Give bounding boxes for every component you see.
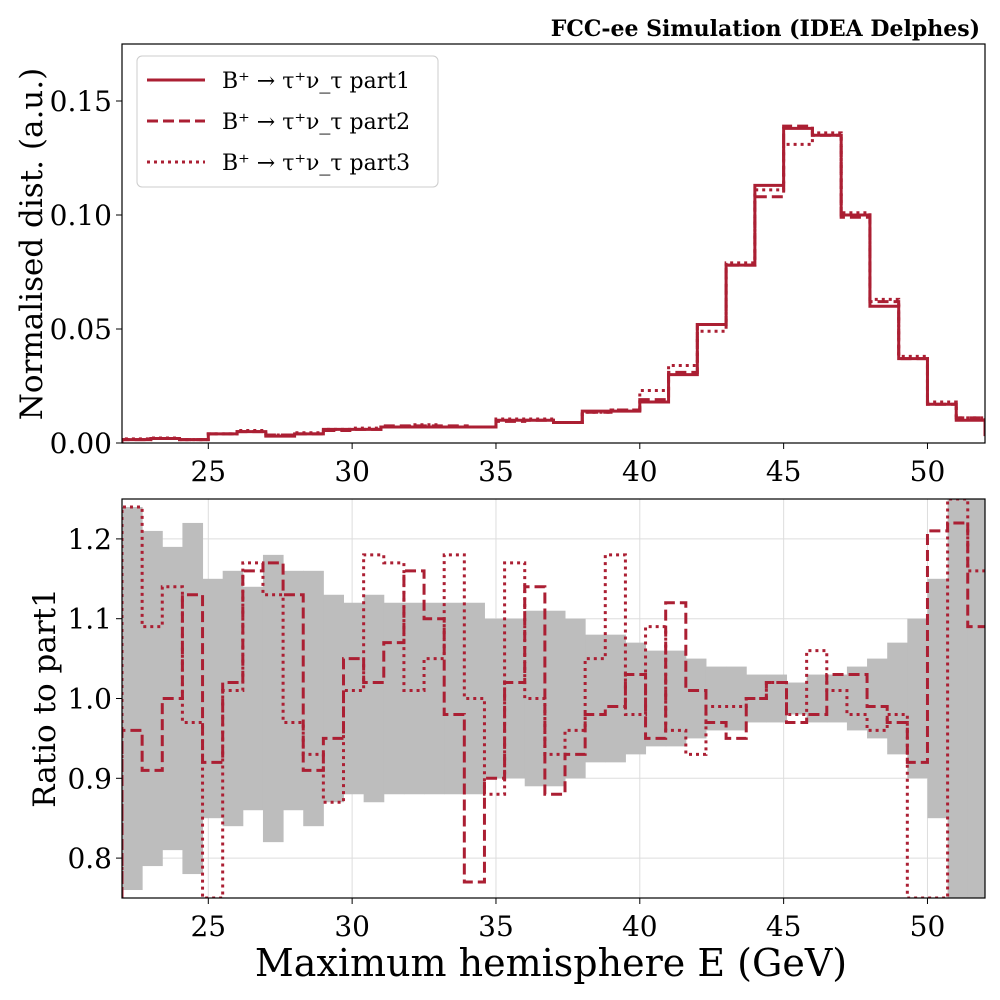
band-bin — [283, 570, 304, 811]
top-y-axis: 0.00 0.05 0.10 0.15 — [50, 85, 122, 460]
band-bin — [544, 610, 566, 787]
bottom-panel: 25 30 35 40 45 50 0.8 0.9 1.0 1.1 1.2 Ratio to pa… — [27, 498, 986, 985]
band-bin — [403, 602, 425, 795]
y-tick-label: 1.0 — [67, 683, 112, 716]
y-tick-label: 0.8 — [67, 842, 112, 875]
x-tick-label: 40 — [622, 455, 658, 488]
series-dotted-step-line — [122, 499, 985, 898]
y-tick-label: 0.05 — [50, 313, 112, 346]
band-bin — [665, 650, 687, 747]
x-tick-label: 45 — [766, 455, 802, 488]
band-bin — [826, 674, 848, 723]
legend: B⁺ → τ⁺ν_τ part1 B⁺ → τ⁺ν_τ part2 B⁺ → τ… — [136, 55, 439, 188]
legend-label-part2: B⁺ → τ⁺ν_τ part2 — [222, 110, 410, 135]
band-bin — [484, 618, 506, 779]
top-plot-series — [122, 124, 985, 443]
band-bin — [947, 499, 969, 898]
band-bin — [585, 634, 606, 763]
band-bin — [303, 570, 324, 827]
bottom-x-axis: 25 30 35 40 45 50 — [190, 898, 945, 943]
x-tick-label: 35 — [478, 910, 514, 943]
top-plot-frame — [121, 43, 986, 444]
band-bin — [565, 618, 586, 779]
legend-label-part3: B⁺ → τ⁺ν_τ part3 — [222, 151, 410, 176]
x-tick-label: 35 — [478, 455, 514, 488]
x-tick-label: 50 — [910, 455, 946, 488]
figure-header: FCC-ee Simulation (IDEA Delphes) — [551, 16, 980, 42]
y-tick-label: 0.10 — [50, 199, 112, 232]
top-y-axis-label: Normalised dist. (a.u.) — [14, 68, 50, 420]
bottom-uncertainty-band — [122, 499, 986, 898]
x-tick-label: 25 — [190, 455, 226, 488]
x-tick-label: 50 — [910, 910, 946, 943]
band-bin — [504, 618, 526, 779]
band-bin — [524, 610, 546, 787]
band-bin — [685, 658, 707, 739]
y-tick-label: 0.9 — [67, 762, 112, 795]
band-bin — [746, 674, 767, 723]
band-bin — [927, 578, 949, 819]
y-tick-label: 0.00 — [50, 427, 112, 460]
x-tick-label: 45 — [766, 910, 802, 943]
band-bin — [202, 578, 224, 819]
band-bin — [967, 499, 986, 898]
band-bin — [907, 618, 928, 779]
band-bin — [323, 594, 345, 803]
x-tick-label: 25 — [190, 910, 226, 943]
band-bin — [645, 650, 667, 747]
legend-box — [136, 55, 439, 188]
band-bin — [424, 602, 445, 795]
bottom-y-axis-label: Ratio to part1 — [27, 588, 63, 808]
top-x-axis: 25 30 35 40 45 50 — [190, 443, 945, 488]
x-tick-label: 30 — [334, 910, 370, 943]
band-bin — [786, 682, 808, 715]
band-bin — [242, 586, 264, 811]
band-bin — [182, 522, 204, 875]
top-panel: 25 30 35 40 45 50 0.00 0.05 0.10 0.15 Normalised… — [14, 43, 986, 488]
band-bin — [383, 602, 405, 795]
band-bin — [867, 658, 888, 739]
band-bin — [142, 530, 163, 867]
band-bin — [806, 674, 828, 723]
band-bin — [726, 666, 747, 731]
bottom-plot-frame — [121, 498, 986, 899]
y-tick-label: 0.15 — [50, 85, 112, 118]
bottom-plot-series — [122, 499, 985, 898]
band-bin — [705, 666, 727, 731]
band-bin — [363, 594, 385, 803]
series-dotted-step-line — [122, 131, 985, 443]
band-bin — [605, 634, 626, 763]
band-bin — [222, 570, 244, 827]
band-bin — [766, 674, 788, 723]
band-bin — [846, 666, 868, 731]
band-bin — [343, 602, 365, 795]
band-bin — [262, 554, 284, 843]
bottom-y-axis: 0.8 0.9 1.0 1.1 1.2 — [67, 523, 122, 875]
y-tick-label: 1.2 — [67, 523, 112, 556]
band-bin — [122, 506, 143, 891]
x-tick-label: 40 — [622, 910, 658, 943]
band-bin — [444, 602, 465, 795]
legend-label-part1: B⁺ → τ⁺ν_τ part1 — [222, 69, 410, 94]
band-bin — [625, 642, 647, 755]
x-tick-label: 30 — [334, 455, 370, 488]
y-tick-label: 1.1 — [67, 603, 112, 636]
band-bin — [887, 642, 908, 755]
bottom-x-axis-label: Maximum hemisphere E (GeV) — [255, 941, 847, 985]
